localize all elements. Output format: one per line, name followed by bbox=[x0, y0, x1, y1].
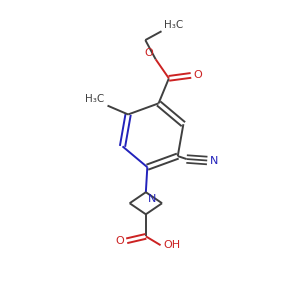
Text: O: O bbox=[193, 70, 202, 80]
Text: O: O bbox=[116, 236, 124, 246]
Text: O: O bbox=[145, 48, 153, 58]
Text: H₃C: H₃C bbox=[85, 94, 105, 104]
Text: N: N bbox=[210, 155, 218, 166]
Text: H₃C: H₃C bbox=[164, 20, 183, 30]
Text: OH: OH bbox=[163, 240, 180, 250]
Text: N: N bbox=[148, 194, 156, 204]
